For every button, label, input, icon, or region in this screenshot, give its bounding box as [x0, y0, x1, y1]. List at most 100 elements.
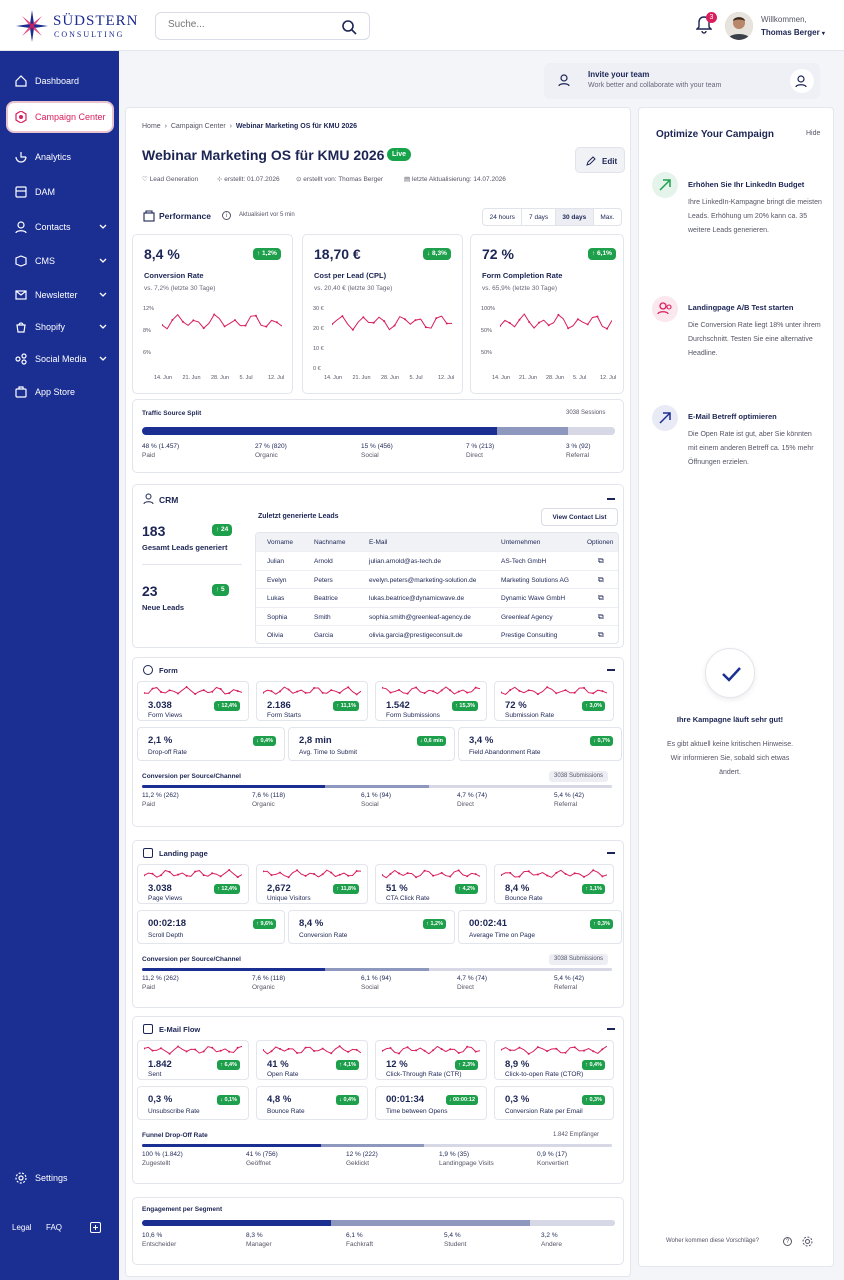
settings-link[interactable]: Settings [8, 1164, 112, 1192]
search-input[interactable] [168, 19, 328, 30]
suggestions-source-link[interactable]: Woher kommen diese Vorschläge? [666, 1238, 759, 1244]
segment-value: 3,2 % [541, 1232, 558, 1239]
sparkline-point [202, 1050, 205, 1053]
metric-change-badge: ↓ 0,7% [590, 736, 613, 746]
metric-value: 8,9 % [505, 1059, 530, 1070]
metric-tile[interactable]: 8,9 % ↑ 0,4% Click-to-open Rate (CTOR) [494, 1040, 614, 1080]
metric-tile[interactable]: 3.038 ↑ 12,4% Form Views [137, 681, 249, 721]
search-icon[interactable] [341, 19, 357, 35]
sparkline-point [171, 319, 174, 321]
table-row[interactable]: Olivia Garcia olivia.garcia@prestigeconsul… [256, 625, 618, 643]
sparkline-point [509, 871, 512, 874]
metric-tile[interactable]: 41 % ↑ 4,1% Open Rate [256, 1040, 368, 1080]
collapse-email-icon[interactable] [607, 1028, 615, 1030]
sparkline-point [546, 686, 549, 689]
collapse-crm-icon[interactable] [607, 498, 615, 500]
sparkline-point [211, 690, 214, 693]
metric-tile[interactable]: 00:02:18 ↑ 9,6% Scroll Depth [137, 910, 285, 944]
metric-tile[interactable]: 0,3 % ↑ 0,3% Conversion Rate per Email [494, 1086, 614, 1120]
sparkline-point [546, 1050, 549, 1053]
notification-bell[interactable]: 3 [695, 12, 717, 34]
metric-tile[interactable]: 2,1 % ↓ 0,4% Drop-off Rate [137, 727, 285, 761]
tab-30-days[interactable]: 30 days [555, 209, 594, 225]
metric-tile[interactable]: 00:02:41 ↑ 0,3% Average Time on Page [458, 910, 622, 944]
collapse-landing-icon[interactable] [607, 852, 615, 854]
legal-link[interactable]: Legal [12, 1223, 32, 1232]
recommendation-title[interactable]: Landingpage A/B Test starten [688, 303, 794, 312]
avatar[interactable] [725, 12, 753, 40]
faq-link[interactable]: FAQ [46, 1223, 63, 1232]
sparkline-point [265, 325, 268, 328]
metric-tile[interactable]: 0,3 % ↓ 0,1% Unsubscribe Rate [137, 1086, 249, 1120]
bar-segment [430, 1220, 530, 1226]
metric-value: 2,1 % [148, 735, 173, 746]
table-row[interactable]: Sophia Smith sophia.smith@greenleaf-agency… [256, 606, 618, 625]
metric-tile[interactable]: 8,4 % ↑ 1,1% Bounce Rate [494, 864, 614, 904]
sidebar-item-newsletter[interactable]: Newsletter [8, 281, 112, 309]
metric-tile[interactable]: 12 % ↑ 2,3% Click-Through Rate (CTR) [375, 1040, 487, 1080]
sparkline-point [355, 1048, 358, 1051]
sidebar-item-dashboard[interactable]: Dashboard [8, 67, 112, 95]
metric-tile[interactable]: 72 % ↑ 3,0% Submission Rate [494, 681, 614, 721]
page-title: Webinar Marketing OS für KMU 2026 [142, 147, 385, 163]
external-link-icon[interactable]: ⧉ [598, 556, 604, 565]
info-icon[interactable]: i [222, 211, 231, 220]
metric-tile[interactable]: 2,672 ↑ 11,8% Unique Visitors [256, 864, 368, 904]
metric-tile[interactable]: 8,4 % ↑ 1,2% Conversion Rate [288, 910, 455, 944]
collapse-sidebar-icon[interactable] [90, 1222, 101, 1233]
table-row[interactable]: Evelyn Peters evelyn.peters@marketing-solu… [256, 569, 618, 588]
view-contact-list-button[interactable]: View Contact List [541, 508, 618, 526]
brand-logo[interactable]: SÜDSTERN CONSULTING [16, 10, 138, 44]
sidebar-item-campaign-center[interactable]: Campaign Center [8, 103, 112, 131]
metric-tile[interactable]: 51 % ↑ 4,2% CTA Click Rate [375, 864, 487, 904]
collapse-form-icon[interactable] [607, 669, 615, 671]
sidebar-item-app-store[interactable]: App Store [8, 378, 112, 406]
pencil-icon [586, 156, 596, 166]
tab-max[interactable]: Max. [600, 214, 615, 221]
metric-tile[interactable]: 2.186 ↑ 11,1% Form Starts [256, 681, 368, 721]
sidebar-item-analytics[interactable]: Analytics [8, 143, 112, 171]
add-user-button[interactable] [790, 69, 814, 93]
sparkline [262, 869, 362, 879]
external-link-icon[interactable]: ⧉ [598, 630, 604, 639]
sidebar-item-contacts[interactable]: Contacts [8, 213, 112, 241]
external-link-icon[interactable]: ⧉ [598, 574, 604, 584]
tab-7-days[interactable]: 7 days [522, 209, 556, 225]
x-tick-label: 28. Jun [381, 375, 400, 381]
metric-tile[interactable]: 1.542 ↑ 15,3% Form Submissions [375, 681, 487, 721]
invite-team-banner[interactable]: Invite your team Work better and collabo… [544, 63, 820, 99]
sidebar-item-cms[interactable]: CMS [8, 247, 112, 275]
recommendation-title[interactable]: Erhöhen Sie Ihr LinkedIn Budget [688, 180, 805, 189]
table-row[interactable]: Julian Arnold julian.arnold@as-tech.de AS-T… [256, 551, 618, 569]
user-name[interactable]: Thomas Berger ▾ [761, 28, 825, 37]
edit-button[interactable]: Edit [575, 147, 625, 173]
table-cell: Julian [267, 558, 284, 565]
metric-tile[interactable]: 00:01:34 ↓ 00:00:12 Time between Opens [375, 1086, 487, 1120]
sparkline-point [383, 320, 386, 323]
table-row[interactable]: Lukas Beatrice lukas.beatrice@dynamicwave.… [256, 588, 618, 606]
external-link-icon[interactable]: ⧉ [598, 593, 604, 602]
help-icon[interactable]: ? [783, 1237, 792, 1246]
segment-value: 4,7 % (74) [457, 975, 487, 982]
breadcrumb-home[interactable]: Home [142, 123, 161, 130]
hide-button[interactable]: Hide [806, 130, 821, 137]
split-segment-label: 100 % (1.842) Zugestellt [142, 1151, 183, 1167]
sidebar-item-shopify[interactable]: Shopify [8, 313, 112, 341]
sidebar-item-dam[interactable]: DAM [8, 178, 112, 206]
tab-24-hours[interactable]: 24 hours [483, 209, 523, 225]
sparkline-point [440, 871, 443, 874]
gear-icon[interactable] [802, 1236, 813, 1247]
bar-segment [142, 968, 326, 971]
search-box[interactable] [155, 12, 370, 40]
metric-tile[interactable]: 3,4 % ↓ 0,7% Field Abandonment Rate [458, 727, 622, 761]
breadcrumb-parent[interactable]: Campaign Center [170, 123, 226, 130]
metric-tile[interactable]: 1.842 ↑ 6,4% Sent [137, 1040, 249, 1080]
kpi-label: Conversion Rate [144, 271, 204, 280]
metric-tile[interactable]: 2,8 min ↓ 0,6 min Avg. Time to Submit [288, 727, 455, 761]
metric-tile[interactable]: 4,8 % ↓ 0,4% Bounce Rate [256, 1086, 368, 1120]
recommendation-title[interactable]: E-Mail Betreff optimieren [688, 412, 777, 421]
sparkline [331, 315, 453, 331]
metric-tile[interactable]: 3.038 ↑ 12,4% Page Views [137, 864, 249, 904]
sidebar-item-social-media[interactable]: Social Media [8, 345, 112, 373]
external-link-icon[interactable]: ⧉ [598, 611, 604, 621]
